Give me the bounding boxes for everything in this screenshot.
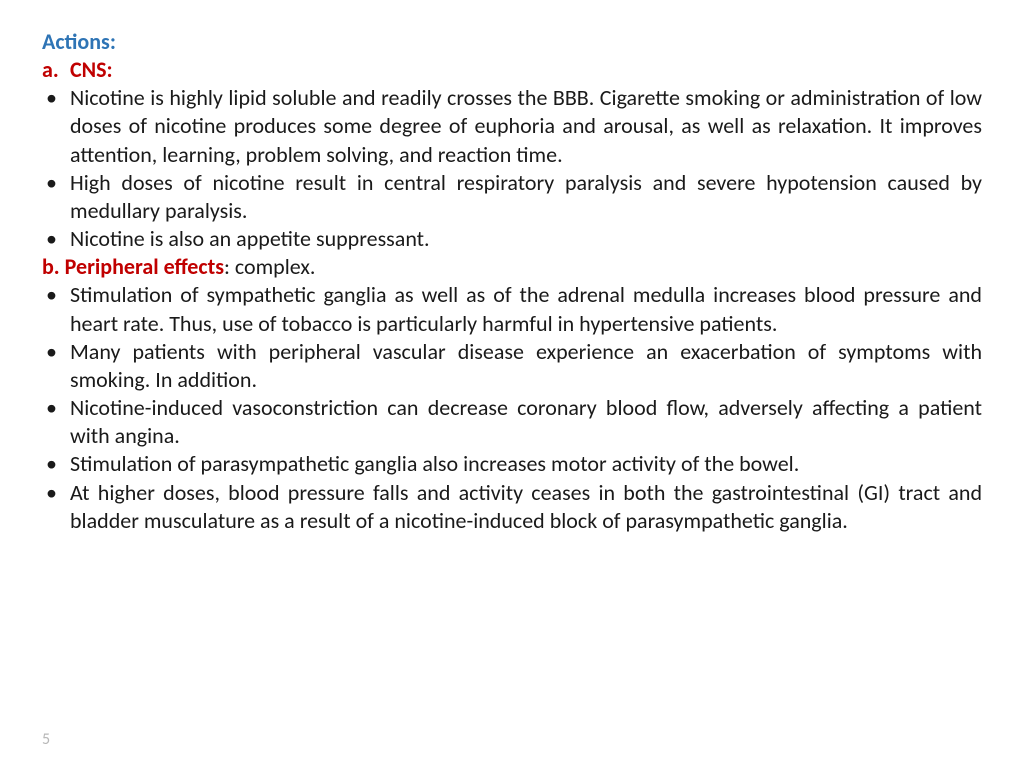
list-item: Many patients with peripheral vascular d… — [42, 338, 982, 394]
list-item: Nicotine-induced vasoconstriction can de… — [42, 394, 982, 450]
section-b-bullets: Stimulation of sympathetic ganglia as we… — [42, 281, 982, 534]
section-b-suffix: : complex. — [224, 253, 315, 280]
list-item: Stimulation of sympathetic ganglia as we… — [42, 281, 982, 337]
section-b-label: b. Peripheral effects — [42, 253, 224, 280]
section-a-header: a. CNS: — [42, 56, 982, 84]
section-a-marker: a. — [42, 56, 70, 84]
list-item: High doses of nicotine result in central… — [42, 169, 982, 225]
page-number: 5 — [42, 730, 50, 750]
section-a-title: CNS: — [70, 56, 113, 84]
list-item: Nicotine is highly lipid soluble and rea… — [42, 84, 982, 168]
list-item: Stimulation of parasympathetic ganglia a… — [42, 450, 982, 478]
section-b-header: b. Peripheral effects: complex. — [42, 253, 982, 281]
list-item: At higher doses, blood pressure falls an… — [42, 479, 982, 535]
actions-heading: Actions: — [42, 28, 982, 56]
section-a-bullets: Nicotine is highly lipid soluble and rea… — [42, 84, 982, 253]
list-item: Nicotine is also an appetite suppressant… — [42, 225, 982, 253]
